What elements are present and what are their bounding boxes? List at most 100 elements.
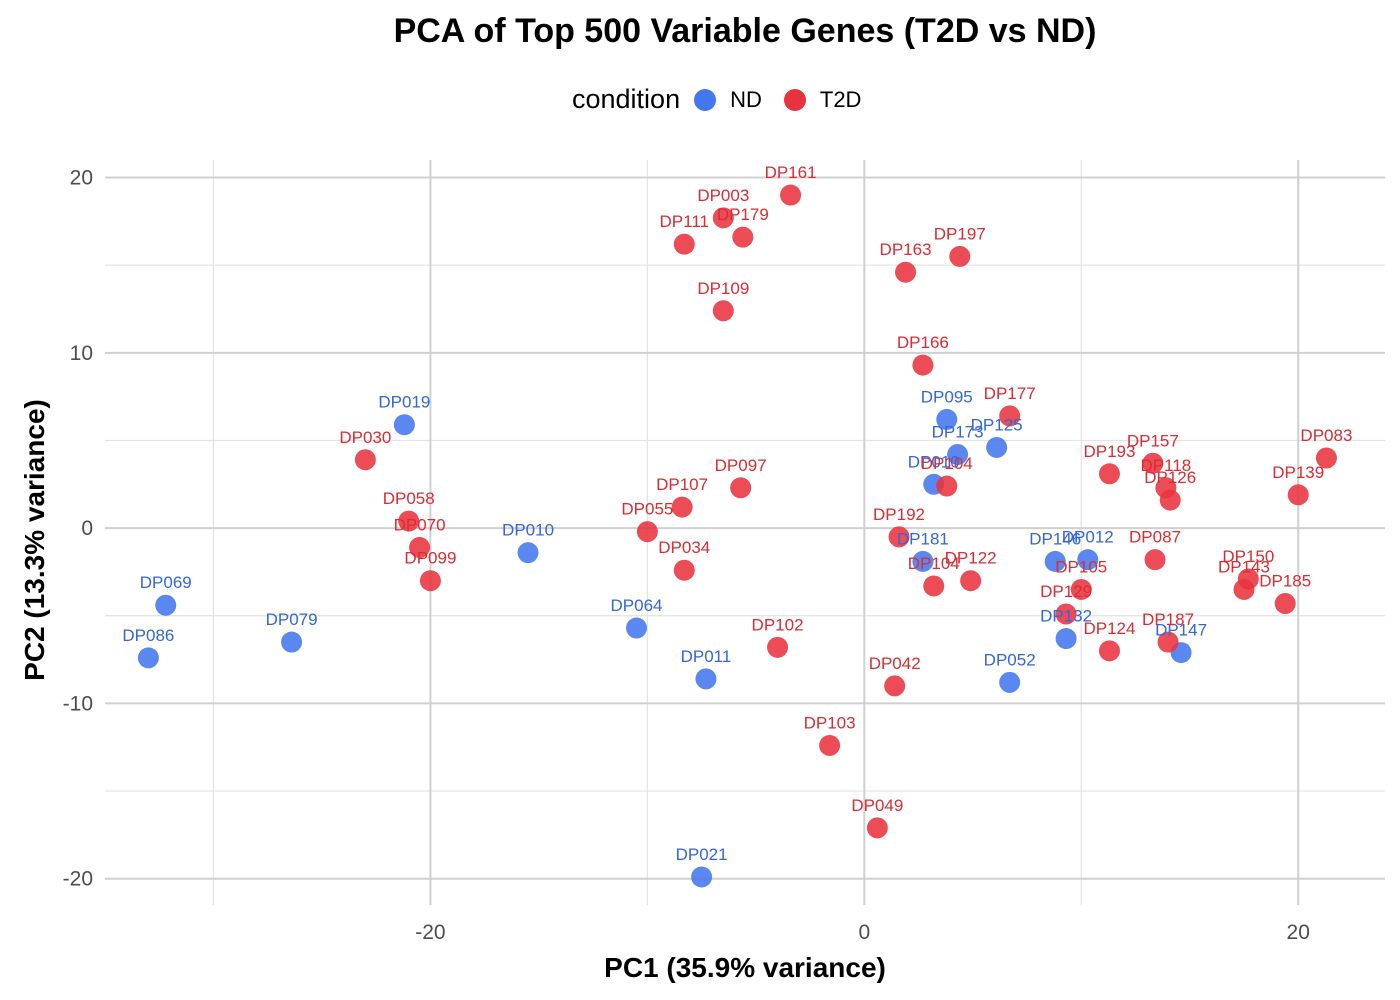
point-label: DP163 [880,240,932,259]
data-point-t2d [409,536,431,558]
data-point-t2d [732,226,754,248]
point-label: DP161 [765,163,817,182]
data-points [137,184,1337,888]
point-label: DP150 [1222,547,1274,566]
legend: condition ND T2D [572,84,883,115]
point-label: DP181 [897,529,949,548]
data-point-t2d [923,575,945,597]
legend-swatch-nd [694,88,717,111]
point-label: DP055 [621,500,673,519]
x-tick-label: -20 [415,921,445,944]
data-point-t2d [712,300,734,322]
legend-label-t2d: T2D [819,86,862,112]
point-label: DP132 [1040,607,1092,626]
legend-item-t2d: T2D [783,86,862,113]
point-label: DP146 [1029,529,1081,548]
point-label: DP185 [1259,571,1311,590]
data-point-t2d [354,449,376,471]
point-label: DP019 [378,393,430,412]
data-point-t2d [712,207,734,229]
point-label: DP139 [1272,463,1324,482]
data-point-nd [936,408,958,430]
data-point-t2d [636,521,658,543]
y-axis-title: PC2 (13.3% variance) [19,399,50,681]
x-tick-label: 20 [1287,921,1310,944]
data-point-nd [999,671,1021,693]
data-point-t2d [780,184,802,206]
data-point-t2d [1144,549,1166,571]
point-label: DP102 [752,615,804,634]
point-label: DP143 [1218,557,1270,576]
x-tick-label: 0 [858,921,870,944]
data-point-t2d [673,559,695,581]
point-label: DP122 [945,549,997,568]
legend-swatch-t2d [783,88,806,111]
point-label: DP010 [908,452,960,471]
data-point-t2d [1055,603,1077,625]
data-point-nd [281,631,303,653]
point-label: DP187 [1142,610,1194,629]
data-point-t2d [1287,484,1309,506]
point-label: DP166 [897,333,949,352]
y-tick-label: 10 [70,342,93,365]
y-tick-label: -10 [63,692,93,715]
data-point-t2d [1142,452,1164,474]
data-point-t2d [960,570,982,592]
point-label: DP107 [656,475,708,494]
point-label: DP069 [140,573,192,592]
point-labels: DP086 DP069 DP079 DP019 DP010 DP064 DP011 DP021… [122,163,1352,864]
data-point-t2d [888,526,910,548]
data-point-nd [695,668,717,690]
data-point-t2d [1159,489,1181,511]
point-label: DP030 [339,428,391,447]
point-label: DP124 [1083,619,1135,638]
tick-labels: -20 0 20 -20 -10 0 10 20 [63,167,1310,944]
point-label: DP173 [932,422,984,441]
point-label: DP197 [934,224,986,243]
point-label: DP103 [804,713,856,732]
point-label: DP042 [869,654,921,673]
data-point-nd [393,414,415,436]
data-point-t2d [671,496,693,518]
data-point-nd [155,594,177,616]
grid-major [105,160,1385,905]
point-label: DP086 [122,626,174,645]
data-point-t2d [1233,578,1255,600]
point-label: DP118 [1141,456,1192,475]
data-point-t2d [1098,463,1120,485]
data-point-t2d [895,261,917,283]
data-point-t2d [673,233,695,255]
point-label: DP192 [873,505,925,524]
data-point-t2d [884,675,906,697]
data-point-nd [912,550,934,572]
data-point-t2d [819,734,841,756]
point-label: DP147 [1155,621,1207,640]
data-point-t2d [1098,640,1120,662]
point-label: DP052 [984,650,1036,669]
point-label: DP129 [1040,582,1092,601]
data-point-t2d [936,475,958,497]
point-label: DP079 [266,610,318,629]
point-label: DP010 [502,521,554,540]
legend-title: condition [572,84,681,114]
data-point-t2d [912,354,934,376]
point-label: DP157 [1127,431,1179,450]
x-axis-title: PC1 (35.9% variance) [604,952,886,983]
point-label: DP104 [908,554,960,573]
data-point-nd [137,647,159,669]
legend-label-nd: ND [730,86,762,112]
data-point-nd [1077,549,1099,571]
point-label: DP070 [394,515,446,534]
data-point-t2d [999,405,1021,427]
y-tick-label: 20 [70,167,93,190]
grid-minor [105,160,1385,905]
data-point-nd [947,443,969,465]
y-tick-label: 0 [81,517,93,540]
point-label: DP104 [921,454,973,473]
data-point-t2d [730,477,752,499]
data-point-nd [986,436,1008,458]
data-point-t2d [1157,631,1179,653]
point-label: DP125 [971,415,1023,434]
point-label: DP193 [1083,442,1135,461]
